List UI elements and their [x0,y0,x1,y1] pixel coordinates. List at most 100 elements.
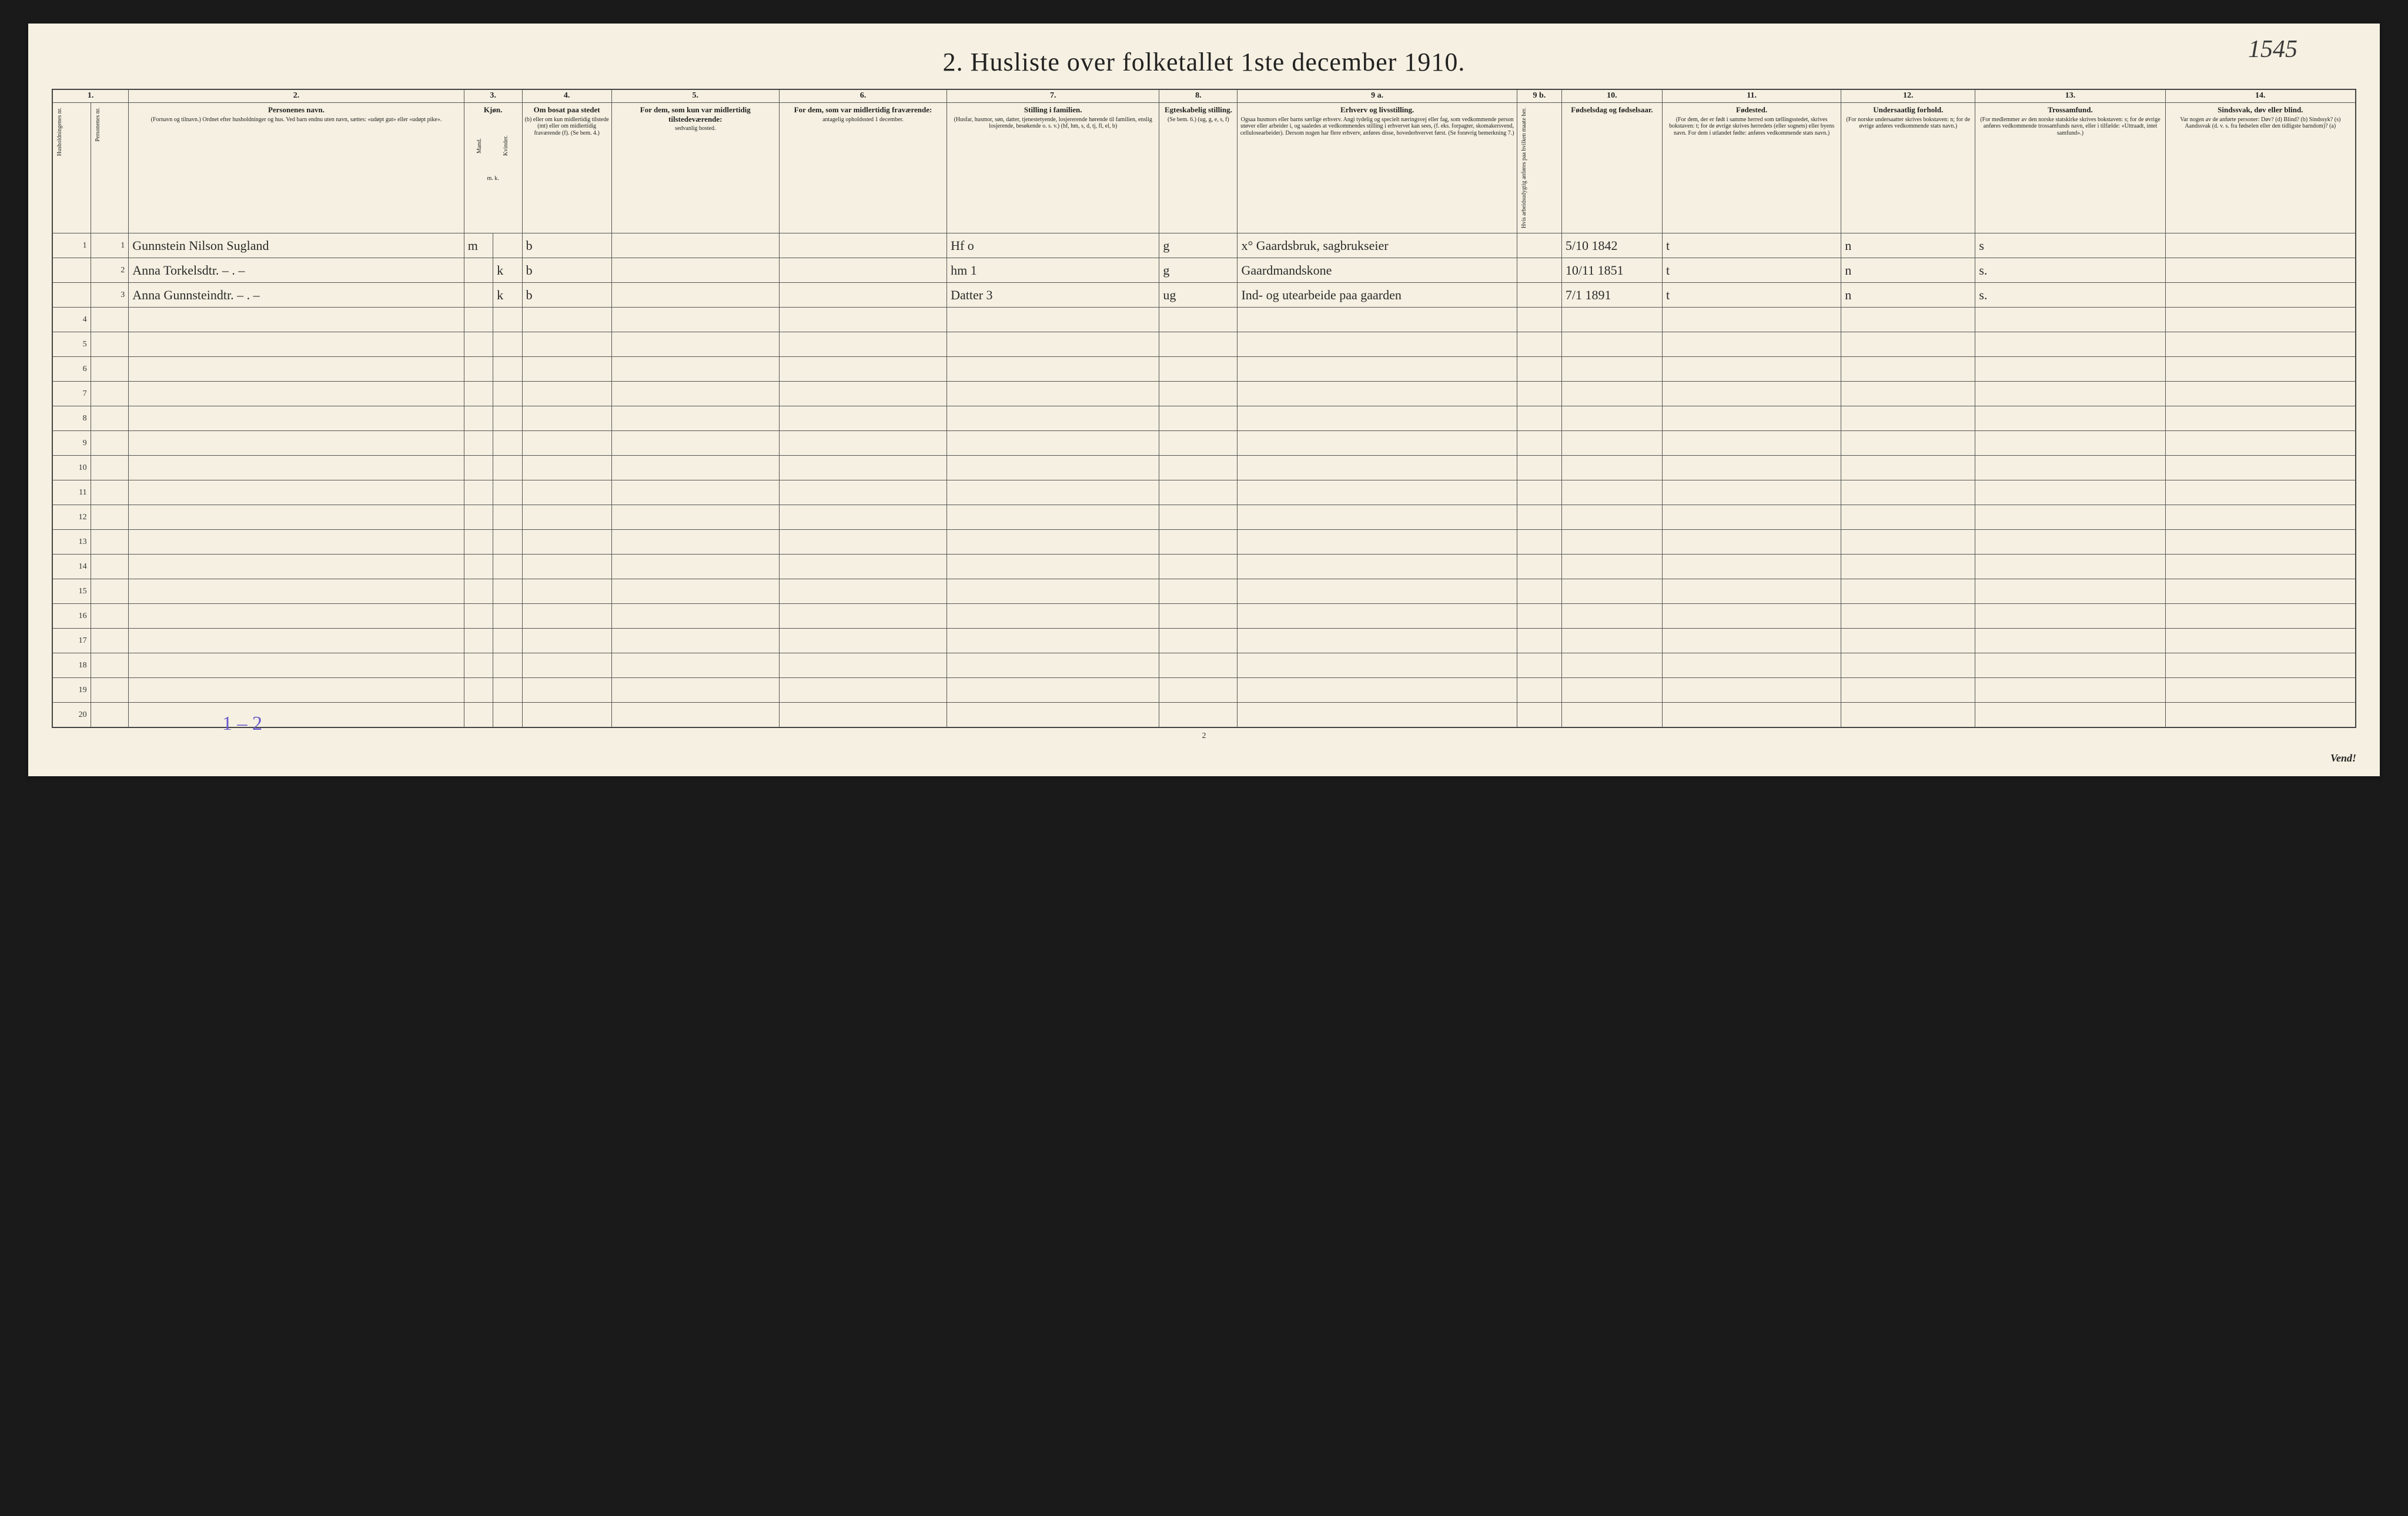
cell-res [522,703,611,727]
cell-c6 [779,530,947,555]
table-row: 2Anna Torkelsdtr. – . –kbhm 1gGaardmands… [53,258,2356,283]
cell-res [522,406,611,431]
cell-name [129,629,464,653]
cell-res [522,579,611,604]
cell-sex_m [464,629,493,653]
cell-hh: 20 [53,703,91,727]
table-row: 9 [53,431,2356,456]
cell-hh: 1 [53,233,91,258]
cell-person-nr [91,555,129,579]
hdr-disability: Hvis arbeidsudygtig anføres paa hvilken … [1517,103,1561,233]
cell-nat [1841,480,1975,505]
cell-person-nr [91,456,129,480]
cell-c14 [2165,431,2355,456]
table-row: 6 [53,357,2356,382]
cell-born [1662,505,1841,530]
cell-person-nr: 2 [91,258,129,283]
cell-dob [1561,308,1662,332]
cell-sex_m [464,431,493,456]
cell-hh: 12 [53,505,91,530]
cell-occ [1238,579,1517,604]
colnum-4: 4. [522,90,611,103]
hdr-c8-title: Egteskabelig stilling. [1162,105,1235,115]
cell-rel [1975,604,2165,629]
cell-c6 [779,406,947,431]
cell-mar [1159,431,1238,456]
cell-name [129,505,464,530]
hdr-marital: Egteskabelig stilling. (Se bem. 6.) (ug,… [1159,103,1238,233]
colnum-6: 6. [779,90,947,103]
cell-rel [1975,382,2165,406]
hdr-hh-nr: Husholdningenes nr. [53,103,91,233]
cell-sex_k [493,703,522,727]
cell-rel [1975,629,2165,653]
cell-name [129,456,464,480]
cell-rel [1975,406,2165,431]
cell-mar [1159,480,1238,505]
cell-mar [1159,579,1238,604]
table-row: 4 [53,308,2356,332]
cell-dob [1561,382,1662,406]
cell-c14 [2165,653,2355,678]
cell-rel [1975,653,2165,678]
colnum-7: 7. [947,90,1159,103]
cell-c6 [779,480,947,505]
cell-person-nr: 1 [91,233,129,258]
cell-sex_m [464,456,493,480]
cell-c9b [1517,456,1561,480]
column-number-row: 1. 2. 3. 4. 5. 6. 7. 8. 9 a. 9 b. 10. 11… [53,90,2356,103]
hdr-religion: Trossamfund. (For medlemmer av den norsk… [1975,103,2165,233]
cell-nat [1841,629,1975,653]
cell-occ [1238,505,1517,530]
cell-rel [1975,530,2165,555]
cell-c6 [779,332,947,357]
cell-person-nr [91,308,129,332]
cell-born [1662,480,1841,505]
cell-nat: n [1841,258,1975,283]
cell-dob [1561,406,1662,431]
cell-c14 [2165,480,2355,505]
cell-sex_m [464,406,493,431]
cell-c5 [611,431,779,456]
cell-hh: 19 [53,678,91,703]
cell-dob [1561,530,1662,555]
cell-mar [1159,703,1238,727]
cell-dob: 10/11 1851 [1561,258,1662,283]
cell-sex_k [493,382,522,406]
cell-c14 [2165,258,2355,283]
cell-mar: g [1159,233,1238,258]
table-row: 11 [53,480,2356,505]
cell-mar [1159,308,1238,332]
cell-mar [1159,505,1238,530]
hdr-residence: Om bosat paa stedet (b) eller om kun mid… [522,103,611,233]
cell-fam [947,456,1159,480]
cell-hh: 16 [53,604,91,629]
cell-c6 [779,653,947,678]
cell-name: Anna Gunnsteindtr. – . – [129,283,464,308]
hdr-name-title: Personenes navn. [131,105,461,115]
hdr-family-pos: Stilling i familien. (Husfar, husmor, sø… [947,103,1159,233]
cell-sex_m [464,283,493,308]
cell-person-nr [91,703,129,727]
cell-mar: ug [1159,283,1238,308]
cell-c6 [779,258,947,283]
cell-dob [1561,579,1662,604]
cell-res: b [522,258,611,283]
cell-res [522,530,611,555]
cell-c9b [1517,406,1561,431]
cell-rel [1975,555,2165,579]
cell-person-nr: 3 [91,283,129,308]
cell-sex_k [493,555,522,579]
cell-sex_m [464,703,493,727]
cell-nat [1841,332,1975,357]
cell-c6 [779,382,947,406]
cell-born [1662,678,1841,703]
cell-mar [1159,357,1238,382]
cell-c9b [1517,555,1561,579]
cell-nat [1841,579,1975,604]
cell-res [522,678,611,703]
cell-mar [1159,530,1238,555]
cell-occ [1238,604,1517,629]
hdr-c9b-text: Hvis arbeidsudygtig anføres paa hvilken … [1520,105,1529,231]
hdr-c5-title: For dem, som kun var midlertidig tilsted… [614,105,777,123]
